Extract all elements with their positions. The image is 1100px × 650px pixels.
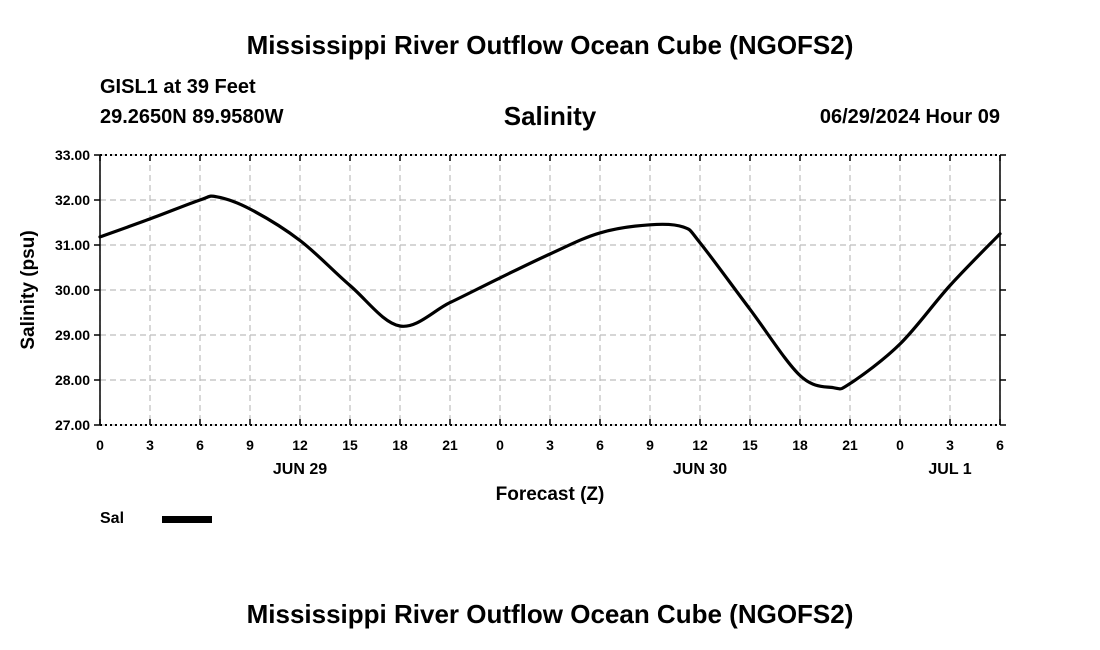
x-tick-label: 21 bbox=[442, 437, 458, 453]
grid-layer bbox=[99, 154, 1001, 426]
x-tick-label: 3 bbox=[546, 437, 554, 453]
y-tick-label: 28.00 bbox=[55, 372, 90, 388]
x-axis-label: Forecast (Z) bbox=[496, 484, 605, 505]
y-tick-label: 32.00 bbox=[55, 192, 90, 208]
x-tick-label: 3 bbox=[946, 437, 954, 453]
x-tick-label: 6 bbox=[196, 437, 204, 453]
x-tick-label: 6 bbox=[596, 437, 604, 453]
x-tick-label: 0 bbox=[896, 437, 904, 453]
main-title: Mississippi River Outflow Ocean Cube (NG… bbox=[246, 30, 854, 60]
footer-title: Mississippi River Outflow Ocean Cube (NG… bbox=[246, 599, 854, 629]
station-coords: 29.2650N 89.9580W bbox=[100, 106, 284, 128]
x-tick-label: 3 bbox=[146, 437, 154, 453]
x-tick-label: 6 bbox=[996, 437, 1004, 453]
y-tick-label: 29.00 bbox=[55, 327, 90, 343]
legend-line-swatch bbox=[162, 516, 212, 523]
y-tick-label: 27.00 bbox=[55, 417, 90, 433]
x-tick-label: 0 bbox=[96, 437, 104, 453]
x-tick-label: 15 bbox=[742, 437, 758, 453]
date-label: JUL 1 bbox=[928, 461, 971, 478]
x-tick-label: 18 bbox=[392, 437, 408, 453]
x-tick-label: 9 bbox=[246, 437, 254, 453]
x-tick-label: 12 bbox=[692, 437, 708, 453]
forecast-datetime: 06/29/2024 Hour 09 bbox=[819, 106, 1000, 128]
y-axis-label: Salinity (psu) bbox=[18, 230, 39, 349]
date-label: JUN 29 bbox=[273, 461, 327, 478]
x-tick-label: 9 bbox=[646, 437, 654, 453]
chart-title: Salinity bbox=[503, 101, 597, 131]
y-tick-label: 30.00 bbox=[55, 282, 90, 298]
station-name: GISL1 at 39 Feet bbox=[100, 76, 256, 98]
x-tick-label: 18 bbox=[792, 437, 808, 453]
series-layer bbox=[98, 194, 1002, 391]
legend-label: Sal bbox=[100, 510, 125, 527]
x-tick-label: 15 bbox=[342, 437, 358, 453]
y-tick-label: 31.00 bbox=[55, 237, 90, 253]
date-labels: JUN 29 JUN 30 JUL 1 bbox=[273, 461, 972, 478]
date-label: JUN 30 bbox=[673, 461, 727, 478]
x-tick-label: 0 bbox=[496, 437, 504, 453]
x-tick-label: 21 bbox=[842, 437, 858, 453]
y-axis-ticks: 27.00 28.00 29.00 30.00 31.00 32.00 33.00 bbox=[55, 147, 1006, 433]
series-line-sal bbox=[98, 194, 1002, 391]
x-tick-label: 12 bbox=[292, 437, 308, 453]
x-axis-ticks: 0 3 6 9 12 15 18 21 0 3 6 9 12 15 18 21 0 3 6 bbox=[96, 155, 1004, 453]
y-tick-label: 33.00 bbox=[55, 147, 90, 163]
